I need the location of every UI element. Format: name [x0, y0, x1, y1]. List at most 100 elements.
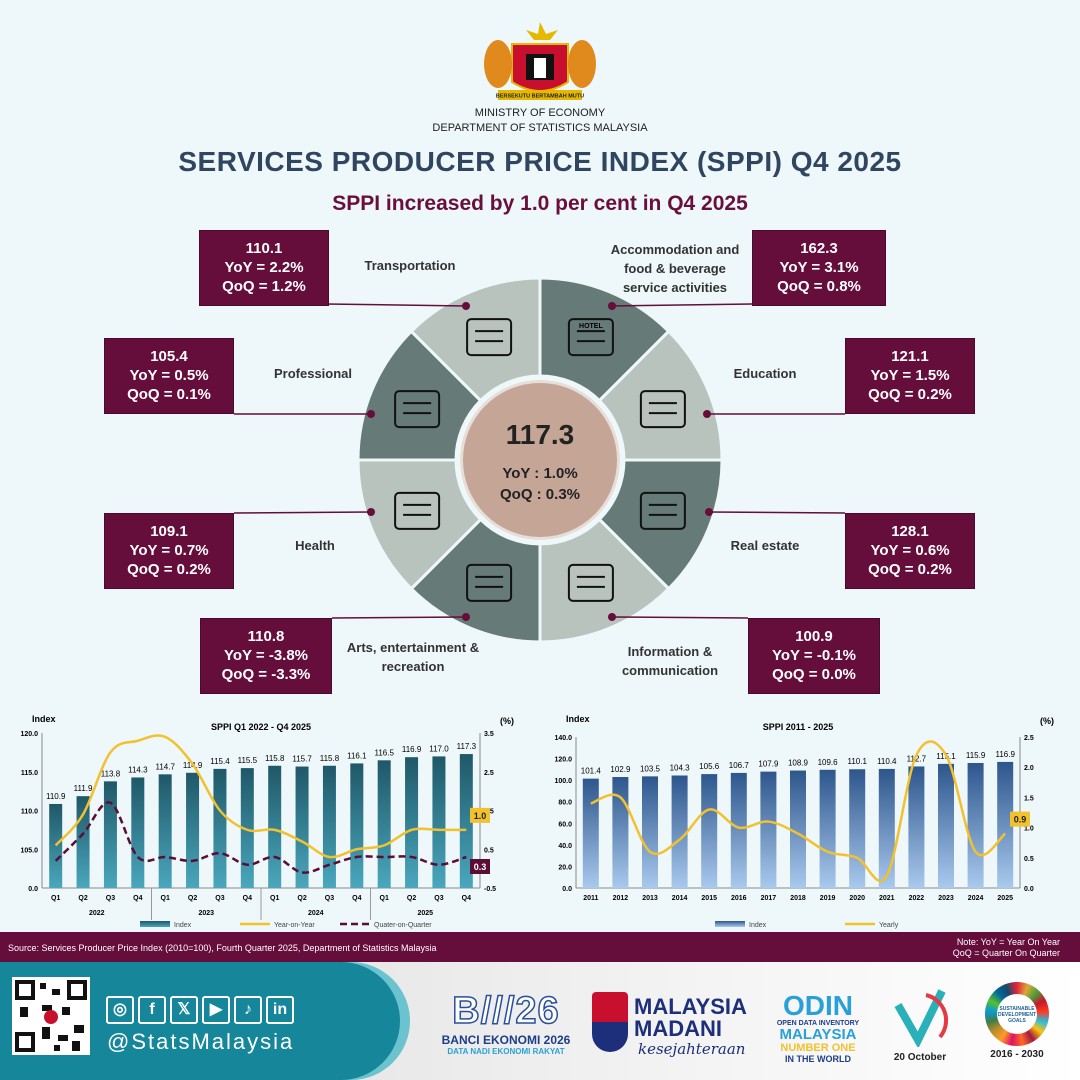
- x-tick-label: Q3: [325, 895, 334, 902]
- note-yoy: Note: YoY = Year On Year: [956, 937, 1060, 947]
- page-subtitle: SPPI increased by 1.0 per cent in Q4 202…: [332, 192, 748, 215]
- legend-swatch: [140, 921, 170, 927]
- connector-dot: [367, 410, 375, 418]
- x-group-label: 2022: [89, 910, 105, 917]
- sector-index: 121.1: [891, 348, 929, 365]
- index-bar: [350, 763, 364, 888]
- sector-yoy: YoY = 1.5%: [870, 367, 950, 384]
- odin-logo: ODIN OPEN DATA INVENTORY MALAYSIA NUMBER…: [772, 990, 864, 1065]
- y-tick-label: 120.0: [554, 757, 572, 764]
- connector-dot: [367, 508, 375, 516]
- sector-yoy: YoY = 0.5%: [129, 367, 209, 384]
- icon-outline: [466, 563, 513, 602]
- bar-value-label: 109.6: [818, 758, 839, 767]
- icon-outline: [639, 491, 686, 530]
- bar-value-label: 110.1: [847, 757, 867, 766]
- note-qoq: QoQ = Quarter On Quarter: [952, 948, 1060, 958]
- sector-yoy: YoY = -3.8%: [223, 647, 309, 664]
- index-bar: [819, 769, 836, 888]
- bar-value-label: 116.9: [402, 745, 422, 754]
- bar-value-label: 111.9: [74, 784, 93, 793]
- instagram-icon[interactable]: ◎: [106, 996, 134, 1024]
- index-bar: [760, 771, 777, 888]
- sector-qoq: QoQ = 0.8%: [777, 278, 861, 295]
- legend-label: Index: [174, 922, 192, 929]
- odin-sub: OPEN DATA INVENTORY: [776, 1020, 860, 1027]
- sector-box: 100.9 YoY = -0.1% QoQ = 0.0%: [748, 618, 880, 694]
- x-tick-label: Q1: [270, 895, 279, 902]
- sector-yoy: YoY = 0.6%: [870, 542, 950, 559]
- index-bar: [459, 754, 473, 888]
- index-bar: [612, 777, 629, 888]
- sector-box: 105.4 YoY = 0.5% QoQ = 0.1%: [104, 338, 234, 414]
- linkedin-icon[interactable]: in: [266, 996, 294, 1024]
- end-value-badge: [470, 807, 490, 823]
- sector-qoq: QoQ = 0.0%: [772, 666, 856, 683]
- y-tick-label: 80.0: [558, 800, 572, 807]
- sector-box: 162.3 YoY = 3.1% QoQ = 0.8%: [752, 230, 886, 306]
- y2-tick-label: 1.5: [1024, 795, 1034, 802]
- x-tick-label: Q4: [243, 895, 252, 902]
- qr-code[interactable]: [12, 977, 90, 1055]
- x-tick-label: 2019: [820, 895, 836, 902]
- end-value-badge: [470, 859, 490, 874]
- professional-icon: [394, 390, 441, 429]
- x-tick-label: 2022: [909, 895, 925, 902]
- sector-index: 128.1: [891, 523, 929, 540]
- index-bar: [730, 772, 747, 888]
- sector-index: 105.4: [150, 348, 188, 365]
- index-bar: [849, 769, 866, 888]
- youtube-icon[interactable]: ▶: [202, 996, 230, 1024]
- x-tick-label: 2015: [701, 895, 717, 902]
- sdg-text: SUSTAINABLE DEVELOPMENT GOALS: [997, 994, 1037, 1034]
- banci-ekonomi-logo: B///26 BANCI EKONOMI 2026 DATA NADI EKON…: [438, 989, 574, 1056]
- y-axis-label: Index: [566, 714, 590, 724]
- y2-tick-label: 0.5: [1024, 856, 1034, 863]
- x-tick-label: Q2: [407, 895, 416, 902]
- sector-box: 128.1 YoY = 0.6% QoQ = 0.2%: [845, 513, 975, 589]
- bar-value-label: 115.9: [966, 751, 986, 760]
- x-tick-label: 2024: [968, 895, 984, 902]
- x-tick-label: Q3: [434, 895, 443, 902]
- x-tick-label: Q3: [106, 895, 115, 902]
- connector-dot: [703, 410, 711, 418]
- sector-box: 109.1 YoY = 0.7% QoQ = 0.2%: [104, 513, 234, 589]
- index-bar: [49, 803, 63, 888]
- index-bar: [322, 765, 336, 888]
- connector-line: [331, 616, 467, 619]
- icon-outline: [394, 491, 441, 530]
- index-bar: [701, 774, 718, 888]
- y2-tick-label: -0.5: [484, 886, 496, 893]
- x-tick-label: Q2: [297, 895, 306, 902]
- banci-subtitle: DATA NADI EKONOMI RAKYAT: [447, 1047, 565, 1056]
- overall-yoy: YoY : 1.0%: [502, 465, 578, 482]
- facebook-icon[interactable]: f: [138, 996, 166, 1024]
- y-tick-label: 40.0: [558, 843, 572, 850]
- x-tick-label: 2023: [938, 895, 954, 902]
- bar-value-label: 115.4: [210, 757, 230, 766]
- banci-title: BANCI EKONOMI 2026: [441, 1033, 571, 1047]
- bar-value-label: 101.4: [581, 767, 602, 776]
- x-tick-label: 2025: [997, 895, 1013, 902]
- statistics-day-logo: 20 October: [884, 985, 956, 1063]
- malaysia-crest-logo: BERSEKUTU BERTAMBAH MUTU: [484, 22, 596, 100]
- bar-value-label: 105.6: [699, 762, 720, 771]
- y-tick-label: 110.0: [21, 809, 38, 816]
- x-tick-label: Q4: [133, 895, 142, 902]
- social-handle[interactable]: @StatsMalaysia: [107, 1029, 295, 1054]
- y-tick-label: 140.0: [554, 735, 572, 742]
- icon-outline: [567, 318, 614, 357]
- index-bar: [103, 781, 117, 888]
- tiktok-icon[interactable]: ♪: [234, 996, 262, 1024]
- legend-label: Index: [749, 922, 767, 929]
- x-icon[interactable]: 𝕏: [170, 996, 198, 1024]
- y-tick-label: 120.0: [20, 731, 38, 738]
- y2-tick-label: 0.0: [1024, 886, 1034, 893]
- connector-dot: [462, 302, 470, 310]
- bar-value-label: 112.7: [907, 754, 927, 763]
- bar-value-label: 115.8: [265, 754, 285, 763]
- bar-value-label: 117.0: [429, 744, 449, 753]
- odin-title: ODIN: [783, 990, 853, 1021]
- bar-value-label: 115.7: [292, 755, 312, 764]
- bar-value-label: 110.9: [46, 792, 66, 801]
